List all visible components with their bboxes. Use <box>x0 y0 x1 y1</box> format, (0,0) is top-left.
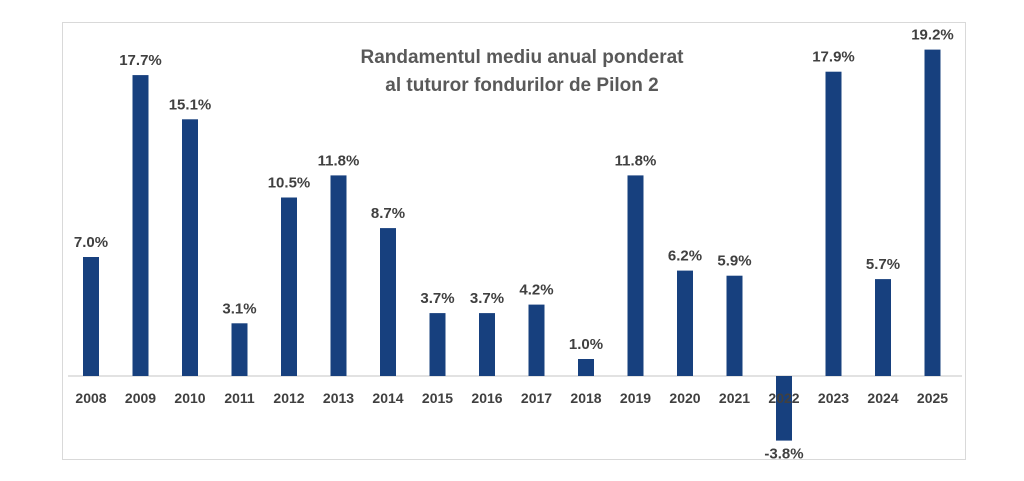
data-label-2016: 3.7% <box>470 290 504 307</box>
bar-2015 <box>429 313 446 376</box>
x-tick-2008: 2008 <box>75 390 106 406</box>
data-label-2024: 5.7% <box>866 256 900 273</box>
data-label-2013: 11.8% <box>318 152 360 169</box>
x-tick-2016: 2016 <box>471 390 502 406</box>
bar-2014 <box>380 228 396 376</box>
data-label-2023: 17.9% <box>812 49 855 66</box>
x-tick-2013: 2013 <box>323 390 354 406</box>
bar-2019 <box>627 175 644 376</box>
bar-2024 <box>875 279 891 376</box>
x-tick-2019: 2019 <box>620 390 651 406</box>
data-label-2022: -3.8% <box>764 446 803 463</box>
bar-2010 <box>182 119 198 377</box>
x-tick-2024: 2024 <box>867 390 898 406</box>
bar-2025 <box>924 49 941 376</box>
bar-2020 <box>677 270 693 376</box>
x-tick-2010: 2010 <box>174 390 205 406</box>
data-label-2014: 8.7% <box>371 205 405 222</box>
chart-frame <box>62 22 966 460</box>
x-tick-2011: 2011 <box>224 390 255 406</box>
chart-title: Randamentul mediu anual ponderat al tutu… <box>322 44 722 100</box>
data-label-2008: 7.0% <box>74 234 108 251</box>
bar-2018 <box>578 359 594 376</box>
x-tick-2023: 2023 <box>818 390 849 406</box>
bar-2008 <box>83 257 99 376</box>
data-label-2017: 4.2% <box>519 282 553 299</box>
x-tick-2020: 2020 <box>669 390 700 406</box>
data-label-2010: 15.1% <box>169 96 212 113</box>
data-label-2021: 5.9% <box>717 253 751 270</box>
bar-2022 <box>776 376 792 441</box>
x-tick-2012: 2012 <box>273 390 304 406</box>
x-tick-2025: 2025 <box>917 390 948 406</box>
bar-2011 <box>231 323 248 376</box>
bar-2017 <box>528 304 545 376</box>
x-tick-2021: 2021 <box>719 390 750 406</box>
data-label-2009: 17.7% <box>119 52 162 69</box>
x-tick-2018: 2018 <box>570 390 601 406</box>
bar-2013 <box>330 175 347 376</box>
x-tick-2022: 2022 <box>768 390 799 406</box>
data-label-2015: 3.7% <box>420 290 454 307</box>
data-label-2020: 6.2% <box>668 248 702 265</box>
bar-2023 <box>825 71 842 376</box>
bar-2009 <box>132 75 149 376</box>
x-tick-2014: 2014 <box>372 390 403 406</box>
bar-2016 <box>479 313 495 376</box>
data-label-2011: 3.1% <box>222 300 256 317</box>
x-tick-2017: 2017 <box>521 390 552 406</box>
x-tick-2015: 2015 <box>422 390 453 406</box>
data-label-2025: 19.2% <box>911 27 954 44</box>
bar-2021 <box>726 275 743 376</box>
chart-title-line-2: al tuturor fondurilor de Pilon 2 <box>385 75 659 96</box>
data-label-2019: 11.8% <box>615 152 657 169</box>
chart-title-line-1: Randamentul mediu anual ponderat <box>360 47 684 68</box>
bar-2012 <box>281 197 297 376</box>
x-tick-2009: 2009 <box>125 390 156 406</box>
data-label-2018: 1.0% <box>569 336 603 353</box>
data-label-2012: 10.5% <box>268 175 311 192</box>
